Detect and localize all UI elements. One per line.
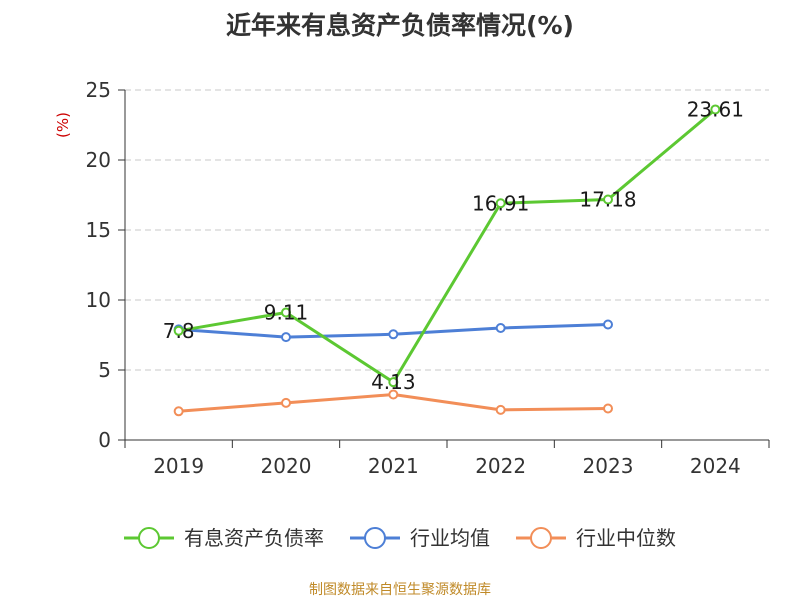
data-labels: 7.8 9.11 4.13 16.91 17.18 23.61	[163, 97, 744, 394]
x-tick-label: 2019	[153, 454, 204, 478]
data-point	[710, 104, 721, 115]
data-point	[388, 389, 399, 400]
series-line	[178, 108, 717, 384]
data-point	[388, 377, 399, 388]
data-label: 17.18	[579, 187, 636, 211]
legend-item[interactable]: 行业均值	[350, 526, 490, 550]
data-point	[495, 404, 506, 415]
data-label: 7.8	[163, 319, 195, 343]
x-tick-label: 2023	[583, 454, 634, 478]
x-tick-label: 2024	[690, 454, 741, 478]
y-tick-label: 5	[98, 358, 111, 382]
data-label: 23.61	[687, 97, 744, 121]
y-axis-unit: (%)	[54, 112, 72, 138]
y-tick-label: 15	[86, 218, 111, 242]
data-point	[603, 194, 613, 205]
legend-item[interactable]: 有息资产负债率	[124, 526, 324, 550]
legend-label: 有息资产负债率	[184, 526, 324, 550]
y-tick-label: 20	[86, 148, 111, 172]
data-point	[173, 406, 184, 417]
data-label: 16.91	[472, 191, 529, 215]
legend-label: 行业均值	[410, 526, 490, 550]
data-point	[495, 323, 506, 333]
y-tick-label: 10	[86, 288, 111, 312]
y-tick-label: 25	[86, 78, 111, 102]
data-label: 9.11	[264, 300, 309, 324]
grid-lines	[125, 89, 769, 371]
data-point	[281, 397, 291, 408]
x-tick-label: 2021	[368, 454, 419, 478]
data-point	[173, 325, 184, 336]
legend-swatch-marker	[138, 527, 160, 549]
axes	[118, 89, 770, 448]
legend-swatch-marker	[530, 527, 552, 549]
chart-title: 近年来有息资产负债率情况(%)	[226, 11, 574, 40]
source-note: 制图数据来自恒生聚源数据库	[309, 582, 491, 598]
legend-item[interactable]: 行业中位数	[516, 526, 676, 550]
data-point	[281, 332, 291, 343]
y-tick-label: 0	[98, 428, 111, 452]
legend: 有息资产负债率 行业均值 行业中位数	[124, 526, 676, 550]
data-point	[281, 307, 291, 318]
series-group	[173, 104, 721, 417]
tick-labels: 0 5 10 15 20 25 2019 2020 2021 2022 2023 2024	[86, 78, 741, 478]
data-point	[603, 403, 613, 414]
data-point	[603, 319, 613, 330]
x-tick-label: 2020	[261, 454, 312, 478]
data-label: 4.13	[371, 370, 416, 394]
legend-swatch-marker	[364, 527, 386, 549]
legend-label: 行业中位数	[576, 526, 676, 550]
x-tick-label: 2022	[475, 454, 526, 478]
data-point	[495, 198, 506, 209]
data-point	[388, 329, 399, 340]
